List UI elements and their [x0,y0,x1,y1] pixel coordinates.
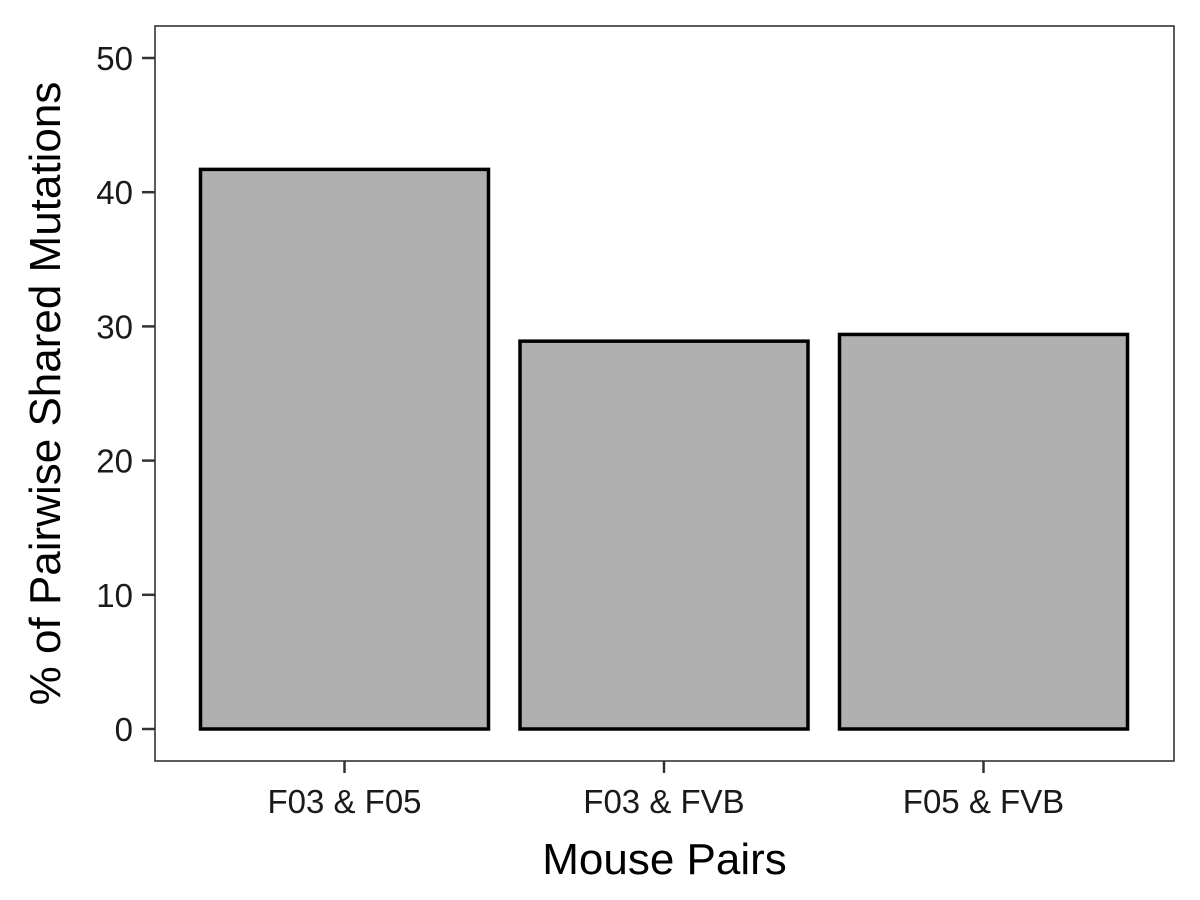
y-tick-label: 50 [96,40,133,77]
x-tick-label: F03 & FVB [583,783,744,820]
y-tick-label: 40 [96,174,133,211]
bar-2 [518,339,810,731]
y-tick-label: 20 [96,443,133,480]
y-tick-label: 10 [96,577,133,614]
y-axis-title: % of Pairwise Shared Mutations [21,82,70,706]
x-axis-title: Mouse Pairs [542,835,787,884]
y-axis: 0 10 20 30 40 50 [96,40,155,748]
bar-3 [837,332,1130,731]
y-tick-label: 0 [115,711,133,748]
y-tick-label: 30 [96,308,133,345]
bar-1 [198,167,491,731]
x-tick-label: F05 & FVB [903,783,1064,820]
bars-layer [198,167,1130,731]
x-axis: F03 & F05 F03 & FVB F05 & FVB [267,761,1064,820]
x-tick-label: F03 & F05 [267,783,421,820]
